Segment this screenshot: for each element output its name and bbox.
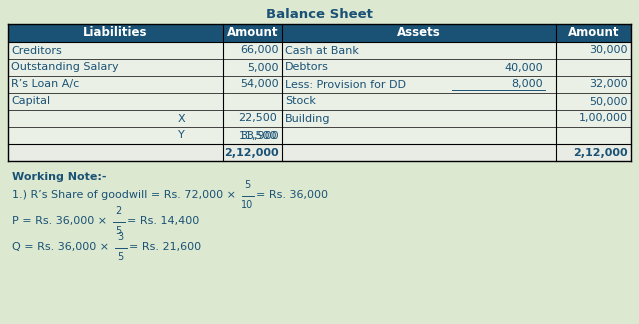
Text: Creditors: Creditors [11,45,62,55]
Text: 1,00,000: 1,00,000 [579,113,628,123]
Text: Balance Sheet: Balance Sheet [266,7,373,20]
Text: 10: 10 [242,200,254,210]
Text: 8,000: 8,000 [512,79,543,89]
Bar [282,42,556,59]
Text: Building: Building [285,113,330,123]
Bar [223,110,282,127]
Text: 66,000: 66,000 [241,45,279,55]
Text: Working Note:-: Working Note:- [12,172,107,182]
Text: Outstanding Salary: Outstanding Salary [11,63,119,73]
Text: = Rs. 21,600: = Rs. 21,600 [128,242,201,252]
Text: 33,900: 33,900 [240,131,279,141]
Text: 40,000: 40,000 [505,63,543,73]
Bar [556,127,631,144]
Bar [282,24,556,42]
Text: Less: Provision for DD: Less: Provision for DD [285,79,406,89]
Bar [556,59,631,76]
Bar [8,24,223,42]
Text: 2,12,000: 2,12,000 [573,147,628,157]
Text: P = Rs. 36,000 ×: P = Rs. 36,000 × [12,216,111,226]
Bar [223,24,282,42]
Text: X: X [178,113,185,123]
Text: 54,000: 54,000 [240,79,279,89]
Text: 5,000: 5,000 [248,63,279,73]
Bar [8,24,631,161]
Bar [8,59,223,76]
Bar [556,144,631,161]
Text: = Rs. 14,400: = Rs. 14,400 [127,216,199,226]
Text: 22,500: 22,500 [238,113,277,123]
Text: 11,500: 11,500 [238,131,277,141]
Bar [556,42,631,59]
Bar [223,76,282,93]
Text: 3: 3 [118,232,124,242]
Bar [8,144,223,161]
Text: Liabilities: Liabilities [83,27,148,40]
Bar [223,59,282,76]
Text: 32,000: 32,000 [589,79,628,89]
Bar [282,59,556,76]
Bar [556,24,631,42]
Bar [282,144,556,161]
Bar [8,110,223,127]
Text: 50,000: 50,000 [590,97,628,107]
Text: 2: 2 [116,206,122,216]
Bar [556,93,631,110]
Text: Y: Y [178,131,185,141]
Bar [223,42,282,59]
Bar [282,93,556,110]
Text: Amount: Amount [568,27,619,40]
Bar [556,76,631,93]
Bar [282,110,556,127]
Text: Q = Rs. 36,000 ×: Q = Rs. 36,000 × [12,242,112,252]
Bar [223,144,282,161]
Bar [282,127,556,144]
Text: Amount: Amount [227,27,278,40]
Text: 5: 5 [244,180,250,190]
Bar [8,127,223,144]
Bar [223,93,282,110]
Text: 30,000: 30,000 [590,45,628,55]
Bar [8,76,223,93]
Bar [8,42,223,59]
Text: 2,12,000: 2,12,000 [224,147,279,157]
Bar [223,127,282,144]
Text: Capital: Capital [11,97,50,107]
Text: Stock: Stock [285,97,316,107]
Text: Cash at Bank: Cash at Bank [285,45,359,55]
Text: Debtors: Debtors [285,63,329,73]
Text: 5: 5 [116,226,122,236]
Text: 5: 5 [118,252,124,262]
Text: Assets: Assets [397,27,441,40]
Bar [282,76,556,93]
Text: R’s Loan A/c: R’s Loan A/c [11,79,79,89]
Bar [8,93,223,110]
Bar [556,110,631,127]
Text: = Rs. 36,000: = Rs. 36,000 [256,190,328,200]
Text: 1.) R’s Share of goodwill = Rs. 72,000 ×: 1.) R’s Share of goodwill = Rs. 72,000 × [12,190,240,200]
